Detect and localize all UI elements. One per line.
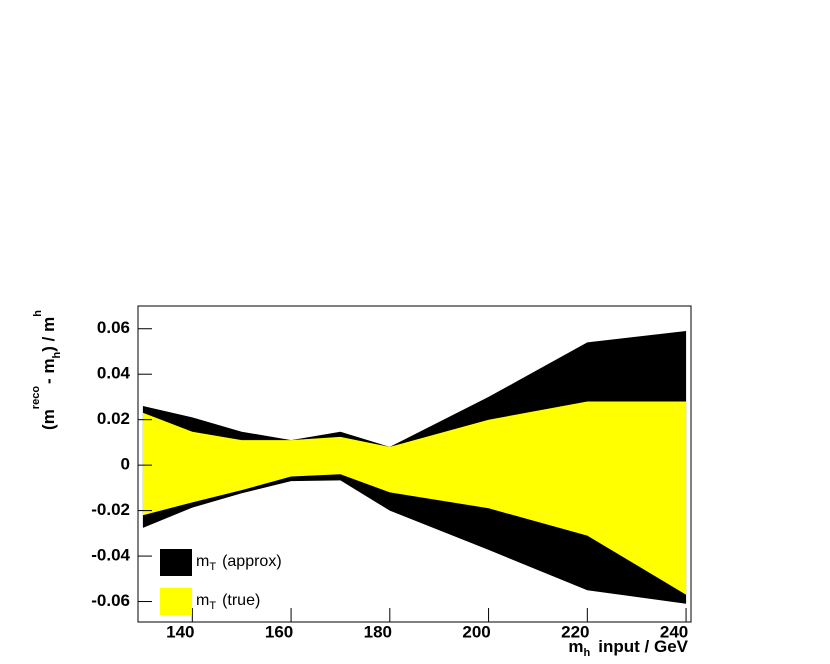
x-title-part: m [568,637,583,656]
x-tick-label: 140 [166,622,194,641]
legend-name: m [196,553,209,570]
legend-name: m [196,592,209,609]
y-title-part: ) / m [39,317,58,352]
legend-rest: (true) [222,592,260,609]
y-tick-label: -0.02 [91,500,130,519]
y-title-part: (m [39,409,58,430]
legend-label: mT (true) [196,592,260,612]
y-axis-title: (mreco- mh) / mh [30,310,63,430]
legend-rest: (approx) [222,553,282,570]
y-title-sup: reco [30,386,42,410]
y-tick-label: -0.06 [91,591,130,610]
y-tick-label: 0 [121,455,130,474]
x-tick-label: 220 [561,622,589,641]
y-tick-label: 0.04 [97,364,131,383]
x-title-sub: h [584,647,591,659]
x-tick-label: 160 [265,622,293,641]
y-tick-label: 0.02 [97,409,130,428]
legend-label: mT (approx) [196,553,282,573]
legend-swatch [160,549,192,576]
y-title-part: - m [39,358,58,384]
x-tick-label: 180 [364,622,392,641]
legend-sub: T [209,561,216,573]
y-tick-label: -0.04 [91,546,130,565]
y-title-sub: h [51,351,63,358]
band-area [142,401,687,595]
x-title-part: input / GeV [598,637,688,656]
legend-swatch [160,588,192,615]
x-tick-label: 200 [462,622,490,641]
legend-sub: T [209,600,216,612]
y-tick-label: 0.06 [97,318,130,337]
y-title-sup: h [32,310,44,317]
x-tick-label: 240 [660,622,688,641]
x-axis-title: mh input / GeV [568,637,688,658]
plot-frame [137,305,692,623]
